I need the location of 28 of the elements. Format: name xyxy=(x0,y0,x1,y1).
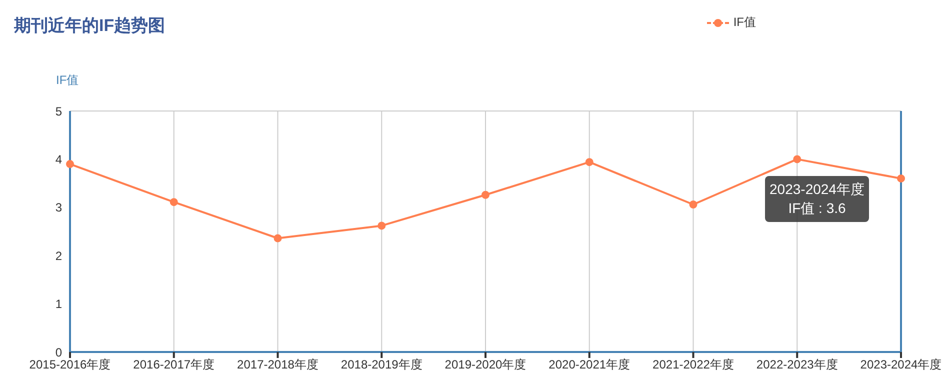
point xyxy=(793,155,802,164)
point xyxy=(274,234,282,242)
x-tick-label: 2021-2022年度 xyxy=(652,358,734,372)
y-tick-label: 1 xyxy=(55,297,62,312)
x-tick-label: 2016-2017年度 xyxy=(133,358,215,372)
point xyxy=(689,200,698,209)
x-tick-label: 2017-2018年度 xyxy=(237,358,318,372)
x-tick-label: 2019-2020年度 xyxy=(444,358,526,372)
y-axis-title: IF值 xyxy=(56,72,79,89)
y-tick-label: 5 xyxy=(55,104,62,118)
y-tick-label: 0 xyxy=(55,345,62,360)
point xyxy=(585,158,594,166)
point xyxy=(482,190,490,199)
x-tick-label: 2020-2021年度 xyxy=(548,358,630,372)
annotation: 2023-2024年度 IF值 : 3.6 xyxy=(765,176,869,222)
y-tick-label: 2 xyxy=(55,248,62,263)
y-tick-label: 3 xyxy=(55,200,62,215)
y-tick-label: 4 xyxy=(55,152,62,166)
point xyxy=(170,198,178,206)
x-tick-label: 2018-2019年度 xyxy=(340,358,422,372)
x-tick-label: 2022-2023年度 xyxy=(756,358,838,372)
x-tick-label: 2015-2016年度 xyxy=(29,358,111,372)
chart-title: 期刊近年的IF趋势图 xyxy=(14,15,166,37)
x-tick-label: 2023-2024年度 xyxy=(860,358,942,372)
point xyxy=(897,174,905,182)
point xyxy=(378,222,386,230)
legend-label: IF值 xyxy=(733,14,756,31)
point xyxy=(66,160,74,168)
